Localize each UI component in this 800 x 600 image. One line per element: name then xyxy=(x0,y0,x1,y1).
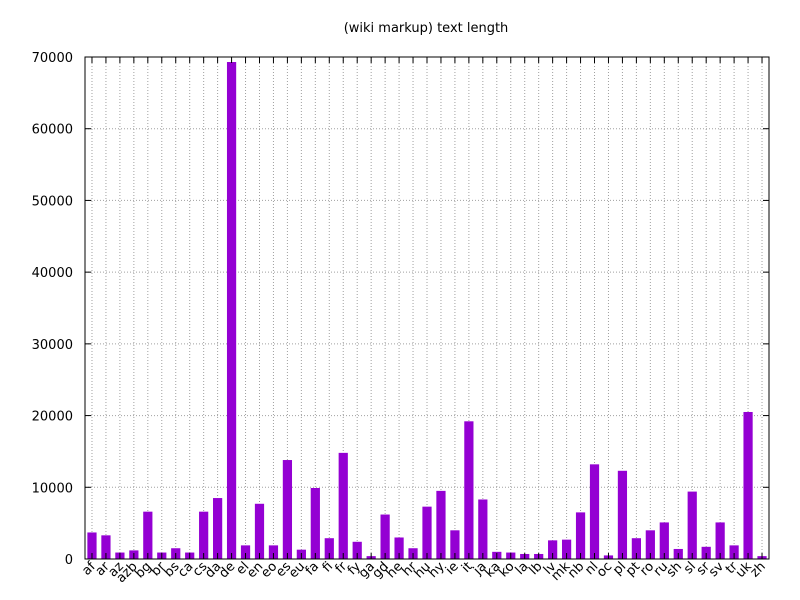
grid-lines xyxy=(85,57,769,559)
bar-fy xyxy=(352,541,362,559)
y-tick-label: 30000 xyxy=(32,338,73,353)
bar-fi xyxy=(324,538,334,559)
bar-ro xyxy=(645,530,655,559)
bar-hu xyxy=(422,506,432,559)
y-tick-label: 10000 xyxy=(32,481,73,496)
bars xyxy=(87,62,767,560)
bar-uk xyxy=(743,411,753,559)
y-tick-label: 20000 xyxy=(32,410,73,425)
bar-hy xyxy=(436,490,446,559)
x-tick-label: zh xyxy=(748,559,769,580)
bar-da xyxy=(213,498,223,559)
bar-nl xyxy=(589,464,600,559)
y-tick-label: 40000 xyxy=(32,266,73,281)
y-tick-label: 0 xyxy=(65,553,73,568)
y-tick-label: 50000 xyxy=(32,194,73,209)
bar-pt xyxy=(631,538,641,559)
bar-ja xyxy=(478,499,488,559)
bar-ar xyxy=(101,535,111,559)
y-axis-ticks: 0 10000 20000 30000 40000 50000 60000 70000 xyxy=(32,51,769,568)
bar-lv xyxy=(548,540,558,559)
y-tick-label: 70000 xyxy=(32,51,73,66)
y-tick-label: 60000 xyxy=(32,123,73,138)
bar-sr xyxy=(701,546,711,559)
bar-mk xyxy=(561,539,572,559)
bar-en xyxy=(254,503,265,559)
bar-sv xyxy=(715,522,725,559)
bar-eo xyxy=(268,545,279,559)
bar-bg xyxy=(143,511,153,559)
x-tick-label: ie xyxy=(443,559,462,578)
bar-ru xyxy=(659,522,669,559)
bar-af xyxy=(87,532,97,559)
x-tick-label: fa xyxy=(303,559,322,578)
bar-fr xyxy=(338,452,348,559)
bar-cs xyxy=(199,511,209,559)
bar-fa xyxy=(310,488,320,559)
bar-el xyxy=(240,545,251,559)
chart-title: (wiki markup) text length xyxy=(344,21,509,36)
bar-pl xyxy=(617,470,628,559)
bar-de xyxy=(226,62,237,560)
x-tick-label: sh xyxy=(664,559,685,580)
bar-es xyxy=(282,460,293,559)
bar-it xyxy=(464,421,474,559)
bar-ie xyxy=(450,530,460,559)
bar-sl xyxy=(687,491,697,559)
bar-nb xyxy=(575,512,586,559)
bar-tr xyxy=(729,545,739,559)
x-tick-label: sv xyxy=(706,559,727,580)
bar-he xyxy=(394,537,404,559)
bar-gd xyxy=(380,514,390,559)
